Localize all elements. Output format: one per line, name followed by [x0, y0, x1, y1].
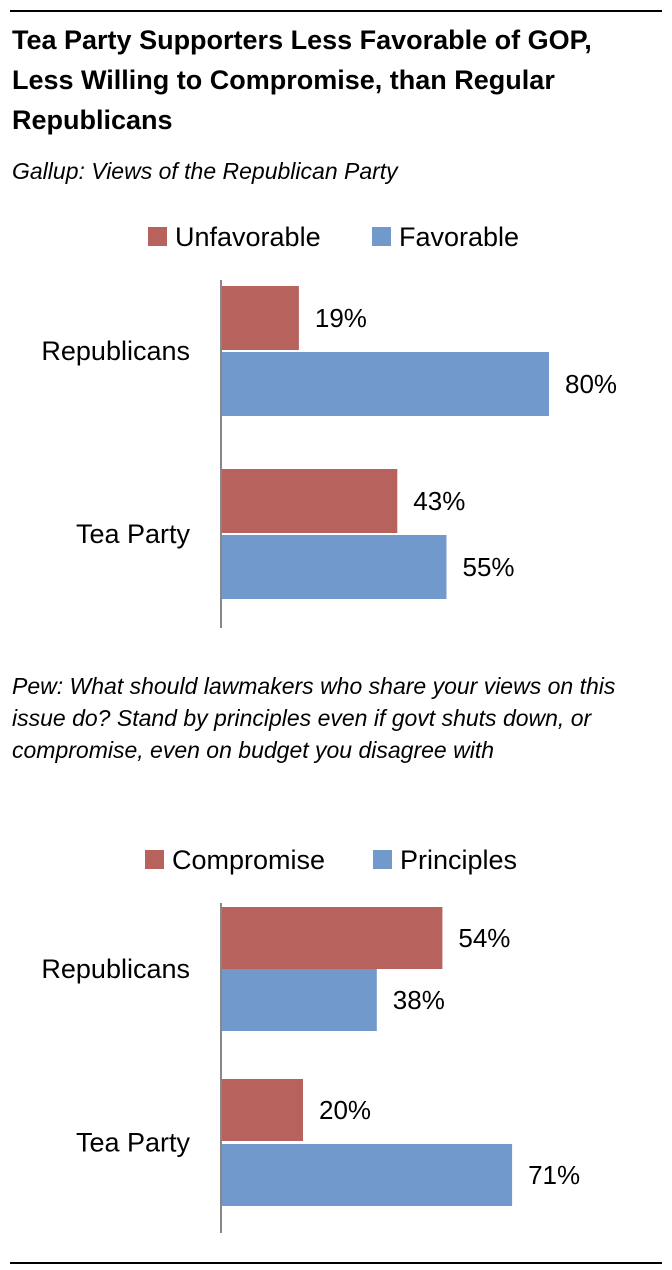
bar-republicans-compromise — [221, 907, 443, 969]
chart-1: Unfavorable Favorable 19% 80% Republicans 43%… — [0, 215, 672, 635]
chart-1-subtitle: Gallup: Views of the Republican Party — [12, 158, 398, 184]
value-label-republicans-compromise: 54% — [458, 923, 510, 953]
bar-tea-party-principles — [221, 1144, 513, 1206]
bar-tea-party-favorable — [221, 535, 447, 599]
bar-tea-party-unfavorable — [221, 469, 398, 533]
bar-tea-party-compromise — [221, 1079, 303, 1141]
legend-label-favorable: Favorable — [399, 222, 519, 252]
category-label-republicans: Republicans — [41, 336, 190, 366]
legend-swatch-unfavorable — [148, 227, 167, 246]
bar-republicans-unfavorable — [221, 286, 299, 350]
category-label-tea-party: Tea Party — [76, 1128, 191, 1158]
value-label-tea-party-favorable: 55% — [463, 552, 515, 582]
legend-label-unfavorable: Unfavorable — [175, 222, 321, 252]
bar-republicans-principles — [221, 969, 377, 1031]
chart-2: Compromise Principles 54% 38% Republicans 20%… — [0, 838, 672, 1238]
value-label-republicans-favorable: 80% — [565, 369, 617, 399]
value-label-republicans-principles: 38% — [393, 985, 445, 1015]
page-title: Tea Party Supporters Less Favorable of G… — [12, 25, 592, 135]
legend-swatch-favorable — [372, 227, 391, 246]
bottom-rule — [10, 1262, 662, 1264]
top-rule — [10, 10, 662, 12]
legend-label-principles: Principles — [400, 845, 517, 875]
value-label-republicans-unfavorable: 19% — [315, 303, 367, 333]
legend-label-compromise: Compromise — [172, 845, 325, 875]
value-label-tea-party-principles: 71% — [528, 1160, 580, 1190]
value-label-tea-party-compromise: 20% — [319, 1095, 371, 1125]
value-label-tea-party-unfavorable: 43% — [413, 486, 465, 516]
bar-republicans-favorable — [221, 352, 549, 416]
category-label-republicans: Republicans — [41, 954, 190, 984]
chart-1-svg: Unfavorable Favorable 19% 80% Republicans 43%… — [41, 222, 617, 628]
legend-swatch-principles — [373, 850, 392, 869]
category-label-tea-party: Tea Party — [76, 519, 191, 549]
chart-2-svg: Compromise Principles 54% 38% Republicans 20%… — [41, 845, 580, 1233]
legend-swatch-compromise — [145, 850, 164, 869]
chart-2-subtitle: Pew: What should lawmakers who share you… — [12, 673, 616, 763]
